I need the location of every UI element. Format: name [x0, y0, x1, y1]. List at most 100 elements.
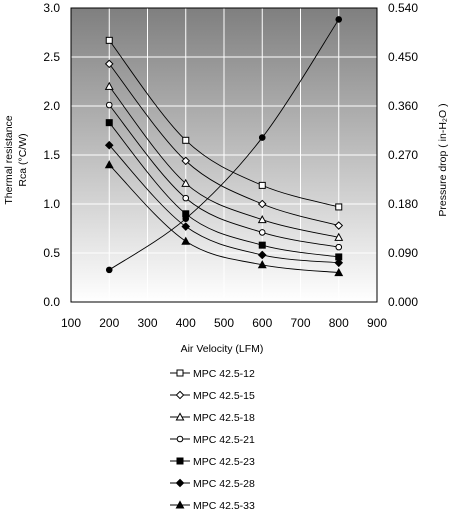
data-point — [258, 229, 266, 236]
data-point — [257, 250, 267, 260]
y-tick-labels: 0.0 0.5 1.0 1.5 2.0 2.5 3.0 — [43, 1, 60, 309]
y2-tick-label: 0.360 — [388, 99, 418, 113]
data-point — [181, 156, 191, 166]
series-line — [108, 144, 339, 264]
data-point — [335, 203, 343, 211]
legend-marker — [175, 390, 185, 400]
data-point — [334, 258, 344, 268]
x-tick-label: 400 — [176, 316, 196, 330]
series-mpc-42.5-15 — [104, 59, 344, 230]
legend-marker — [176, 457, 184, 465]
series-line — [108, 40, 339, 208]
y-tick-label: 1.5 — [43, 148, 60, 162]
legend-item: MPC 42.5-12 — [170, 368, 255, 380]
legend-item: MPC 42.5-33 — [170, 500, 255, 509]
data-point — [257, 260, 267, 269]
pressure-line — [108, 19, 340, 271]
data-point — [182, 136, 190, 144]
pressure-point — [182, 215, 190, 222]
legend: MPC 42.5-12 MPC 42.5-15 MPC 42.5-18 MPC 42.… — [170, 368, 255, 509]
legend-marker — [175, 412, 185, 421]
legend-marker — [176, 435, 184, 443]
data-point — [334, 221, 344, 230]
legend-item: MPC 42.5-15 — [170, 390, 255, 402]
data-point — [105, 119, 113, 127]
y2-tick-labels: 0.000 0.090 0.180 0.270 0.360 0.450 0.540 — [388, 1, 418, 309]
data-point — [181, 178, 191, 187]
legend-item: MPC 42.5-21 — [170, 434, 255, 446]
data-point — [258, 181, 266, 189]
y2-tick-label: 0.090 — [388, 246, 418, 260]
data-point — [182, 194, 190, 202]
x-tick-label: 200 — [99, 316, 119, 330]
data-point — [258, 241, 266, 249]
x-tick-label: 300 — [137, 316, 157, 330]
series-line — [108, 164, 339, 274]
x-tick-label: 800 — [329, 316, 349, 330]
data-point — [334, 267, 344, 277]
data-point — [181, 222, 191, 231]
legend-label: MPC 42.5-33 — [193, 500, 255, 509]
series-mpc-42.5-33 — [104, 160, 344, 277]
y-axis-title-line1: Thermal resistance — [3, 115, 15, 204]
data-point — [104, 59, 114, 69]
pressure-point — [258, 134, 266, 141]
x-tick-label: 700 — [290, 316, 310, 330]
legend-item: MPC 42.5-18 — [170, 412, 255, 424]
series-mpc-42.5-18 — [104, 81, 344, 241]
data-point — [105, 36, 113, 44]
data-point — [104, 81, 114, 90]
series-line — [108, 63, 339, 226]
legend-marker — [175, 478, 185, 488]
legend-label: MPC 42.5-12 — [193, 368, 255, 380]
data-point — [257, 215, 267, 224]
data-point — [105, 101, 113, 109]
series-line — [108, 86, 339, 238]
legend-label: MPC 42.5-21 — [193, 434, 255, 446]
legend-label: MPC 42.5-15 — [193, 390, 255, 402]
data-point — [257, 199, 267, 209]
x-tick-labels: 100 200 300 400 500 600 700 800 900 — [61, 316, 387, 330]
y-tick-label: 0.0 — [43, 295, 60, 309]
y2-tick-label: 0.180 — [388, 197, 418, 211]
data-point — [104, 160, 114, 169]
y-axis-title-line2: Rca (°C/W) — [17, 133, 29, 186]
series-mpc-42.5-12 — [105, 36, 343, 211]
y2-tick-label: 0.450 — [388, 50, 418, 64]
legend-label: MPC 42.5-18 — [193, 412, 255, 424]
pressure-curve — [105, 16, 343, 274]
y-tick-label: 1.0 — [43, 197, 60, 211]
thermal-curves — [104, 36, 344, 277]
y-tick-label: 0.5 — [43, 246, 60, 260]
y2-tick-label: 0.540 — [388, 1, 418, 15]
x-tick-label: 500 — [214, 316, 234, 330]
y2-tick-label: 0.000 — [388, 295, 418, 309]
y-tick-label: 2.5 — [43, 50, 60, 64]
plot-frame — [70, 7, 378, 303]
series-mpc-42.5-21 — [105, 101, 343, 251]
data-point — [104, 140, 114, 150]
legend-label: MPC 42.5-23 — [193, 456, 255, 468]
legend-item: MPC 42.5-23 — [170, 456, 255, 468]
data-point — [334, 232, 344, 241]
pressure-point — [335, 16, 343, 23]
y-tick-label: 3.0 — [43, 1, 60, 15]
x-tick-label: 900 — [367, 316, 387, 330]
pressure-point — [105, 266, 113, 274]
x-tick-label: 100 — [61, 316, 81, 330]
x-tick-label: 600 — [252, 316, 272, 330]
legend-marker — [176, 369, 184, 377]
legend-item: MPC 42.5-28 — [170, 478, 255, 490]
legend-marker — [175, 500, 185, 509]
series-mpc-42.5-28 — [104, 140, 344, 268]
y2-tick-label: 0.270 — [388, 148, 418, 162]
series-line — [108, 122, 339, 258]
data-point — [335, 243, 343, 251]
y-tick-label: 2.0 — [43, 99, 60, 113]
series-line — [108, 104, 339, 248]
legend-label: MPC 42.5-28 — [193, 478, 255, 490]
x-axis-title: Air Velocity (LFM) — [181, 343, 264, 355]
data-point — [181, 236, 191, 245]
y2-axis-title: Pressure drop ( in-H₂O ) — [437, 103, 449, 216]
